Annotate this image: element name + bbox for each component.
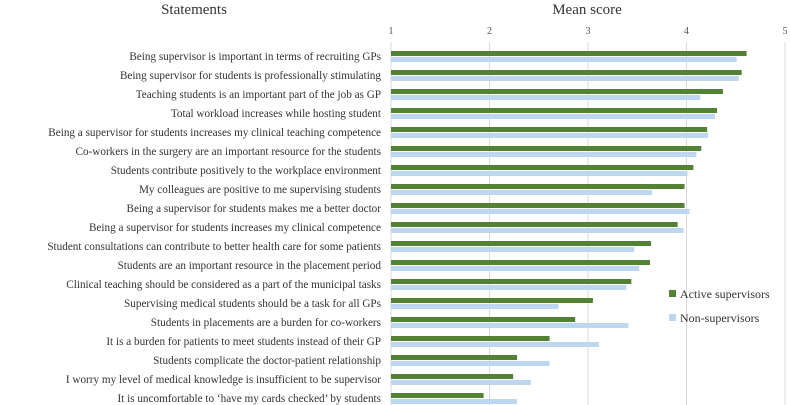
bar-non-supervisors [391, 228, 684, 233]
bar-non-supervisors [391, 304, 559, 309]
bar-non-supervisors [391, 247, 635, 252]
category-label: It is a burden for patients to meet stud… [106, 336, 381, 348]
bar-non-supervisors [391, 285, 627, 290]
x-axis-title: Mean score [552, 2, 622, 18]
category-label: Being a supervisor for students increase… [89, 222, 381, 234]
x-axis-ticks: 1 2 3 4 5 [389, 26, 788, 37]
bar-active-supervisors [391, 165, 694, 170]
category-label: Teaching students is an important part o… [136, 89, 381, 101]
category-label: Total workload increases while hosting s… [171, 108, 382, 120]
category-label: Being supervisor is important in terms o… [129, 51, 381, 63]
category-label: Being supervisor for students is profess… [120, 70, 381, 82]
category-label: Being a supervisor for students increase… [48, 127, 381, 139]
bar-active-supervisors [391, 279, 632, 284]
legend: Active supervisors Non-supervisors [669, 287, 770, 325]
bar-active-supervisors [391, 146, 702, 151]
x-tick-label: 3 [586, 26, 591, 37]
statements-header: Statements [161, 2, 227, 18]
bar-non-supervisors [391, 342, 599, 347]
category-label: My colleagues are positive to me supervi… [139, 184, 381, 196]
bar-active-supervisors [391, 51, 747, 56]
bar-non-supervisors [391, 57, 737, 62]
legend-swatch-active [669, 290, 676, 297]
bars [391, 51, 747, 404]
category-label: Students complicate the doctor-patient r… [153, 355, 381, 367]
x-tick-label: 4 [684, 26, 689, 37]
bar-active-supervisors [391, 260, 651, 265]
bar-active-supervisors [391, 70, 742, 75]
bar-non-supervisors [391, 190, 653, 195]
category-label: Students are an important resource in th… [118, 260, 382, 272]
bar-active-supervisors [391, 336, 550, 341]
bar-non-supervisors [391, 95, 701, 100]
category-label: Being a supervisor for students makes me… [127, 203, 382, 215]
bar-active-supervisors [391, 374, 514, 379]
bar-non-supervisors [391, 266, 640, 271]
bar-non-supervisors [391, 171, 688, 176]
bar-non-supervisors [391, 114, 716, 119]
bar-active-supervisors [391, 203, 685, 208]
x-tick-label: 2 [487, 26, 492, 37]
bar-active-supervisors [391, 355, 518, 360]
bar-active-supervisors [391, 89, 723, 94]
bar-non-supervisors [391, 209, 690, 214]
bar-active-supervisors [391, 222, 678, 227]
legend-label-non: Non-supervisors [680, 311, 760, 325]
bar-non-supervisors [391, 323, 629, 328]
bar-active-supervisors [391, 241, 652, 246]
bar-non-supervisors [391, 133, 709, 138]
bar-active-supervisors [391, 127, 708, 132]
bar-non-supervisors [391, 76, 739, 81]
bar-active-supervisors [391, 298, 593, 303]
category-label: Supervising medical students should be a… [124, 298, 381, 310]
bar-non-supervisors [391, 380, 531, 385]
category-label: Students in placements are a burden for … [151, 317, 381, 329]
bar-active-supervisors [391, 317, 576, 322]
bar-non-supervisors [391, 399, 518, 404]
category-label: I worry my level of medical knowledge is… [66, 374, 381, 386]
x-tick-label: 5 [783, 26, 788, 37]
category-label: Students contribute positively to the wo… [111, 165, 382, 177]
category-label: Student consultations can contribute to … [47, 241, 381, 253]
bar-non-supervisors [391, 152, 697, 157]
category-labels: Being supervisor is important in terms o… [47, 51, 382, 405]
legend-label-active: Active supervisors [680, 287, 770, 301]
legend-swatch-non [669, 314, 676, 321]
category-label: Co-workers in the surgery are an importa… [76, 146, 382, 158]
bar-active-supervisors [391, 393, 484, 398]
bar-active-supervisors [391, 184, 685, 189]
x-tick-label: 1 [389, 26, 394, 37]
bar-non-supervisors [391, 361, 550, 366]
category-label: It is uncomfortable to ‘have my cards ch… [117, 393, 381, 405]
bar-active-supervisors [391, 108, 718, 113]
category-label: Clinical teaching should be considered a… [66, 279, 381, 291]
